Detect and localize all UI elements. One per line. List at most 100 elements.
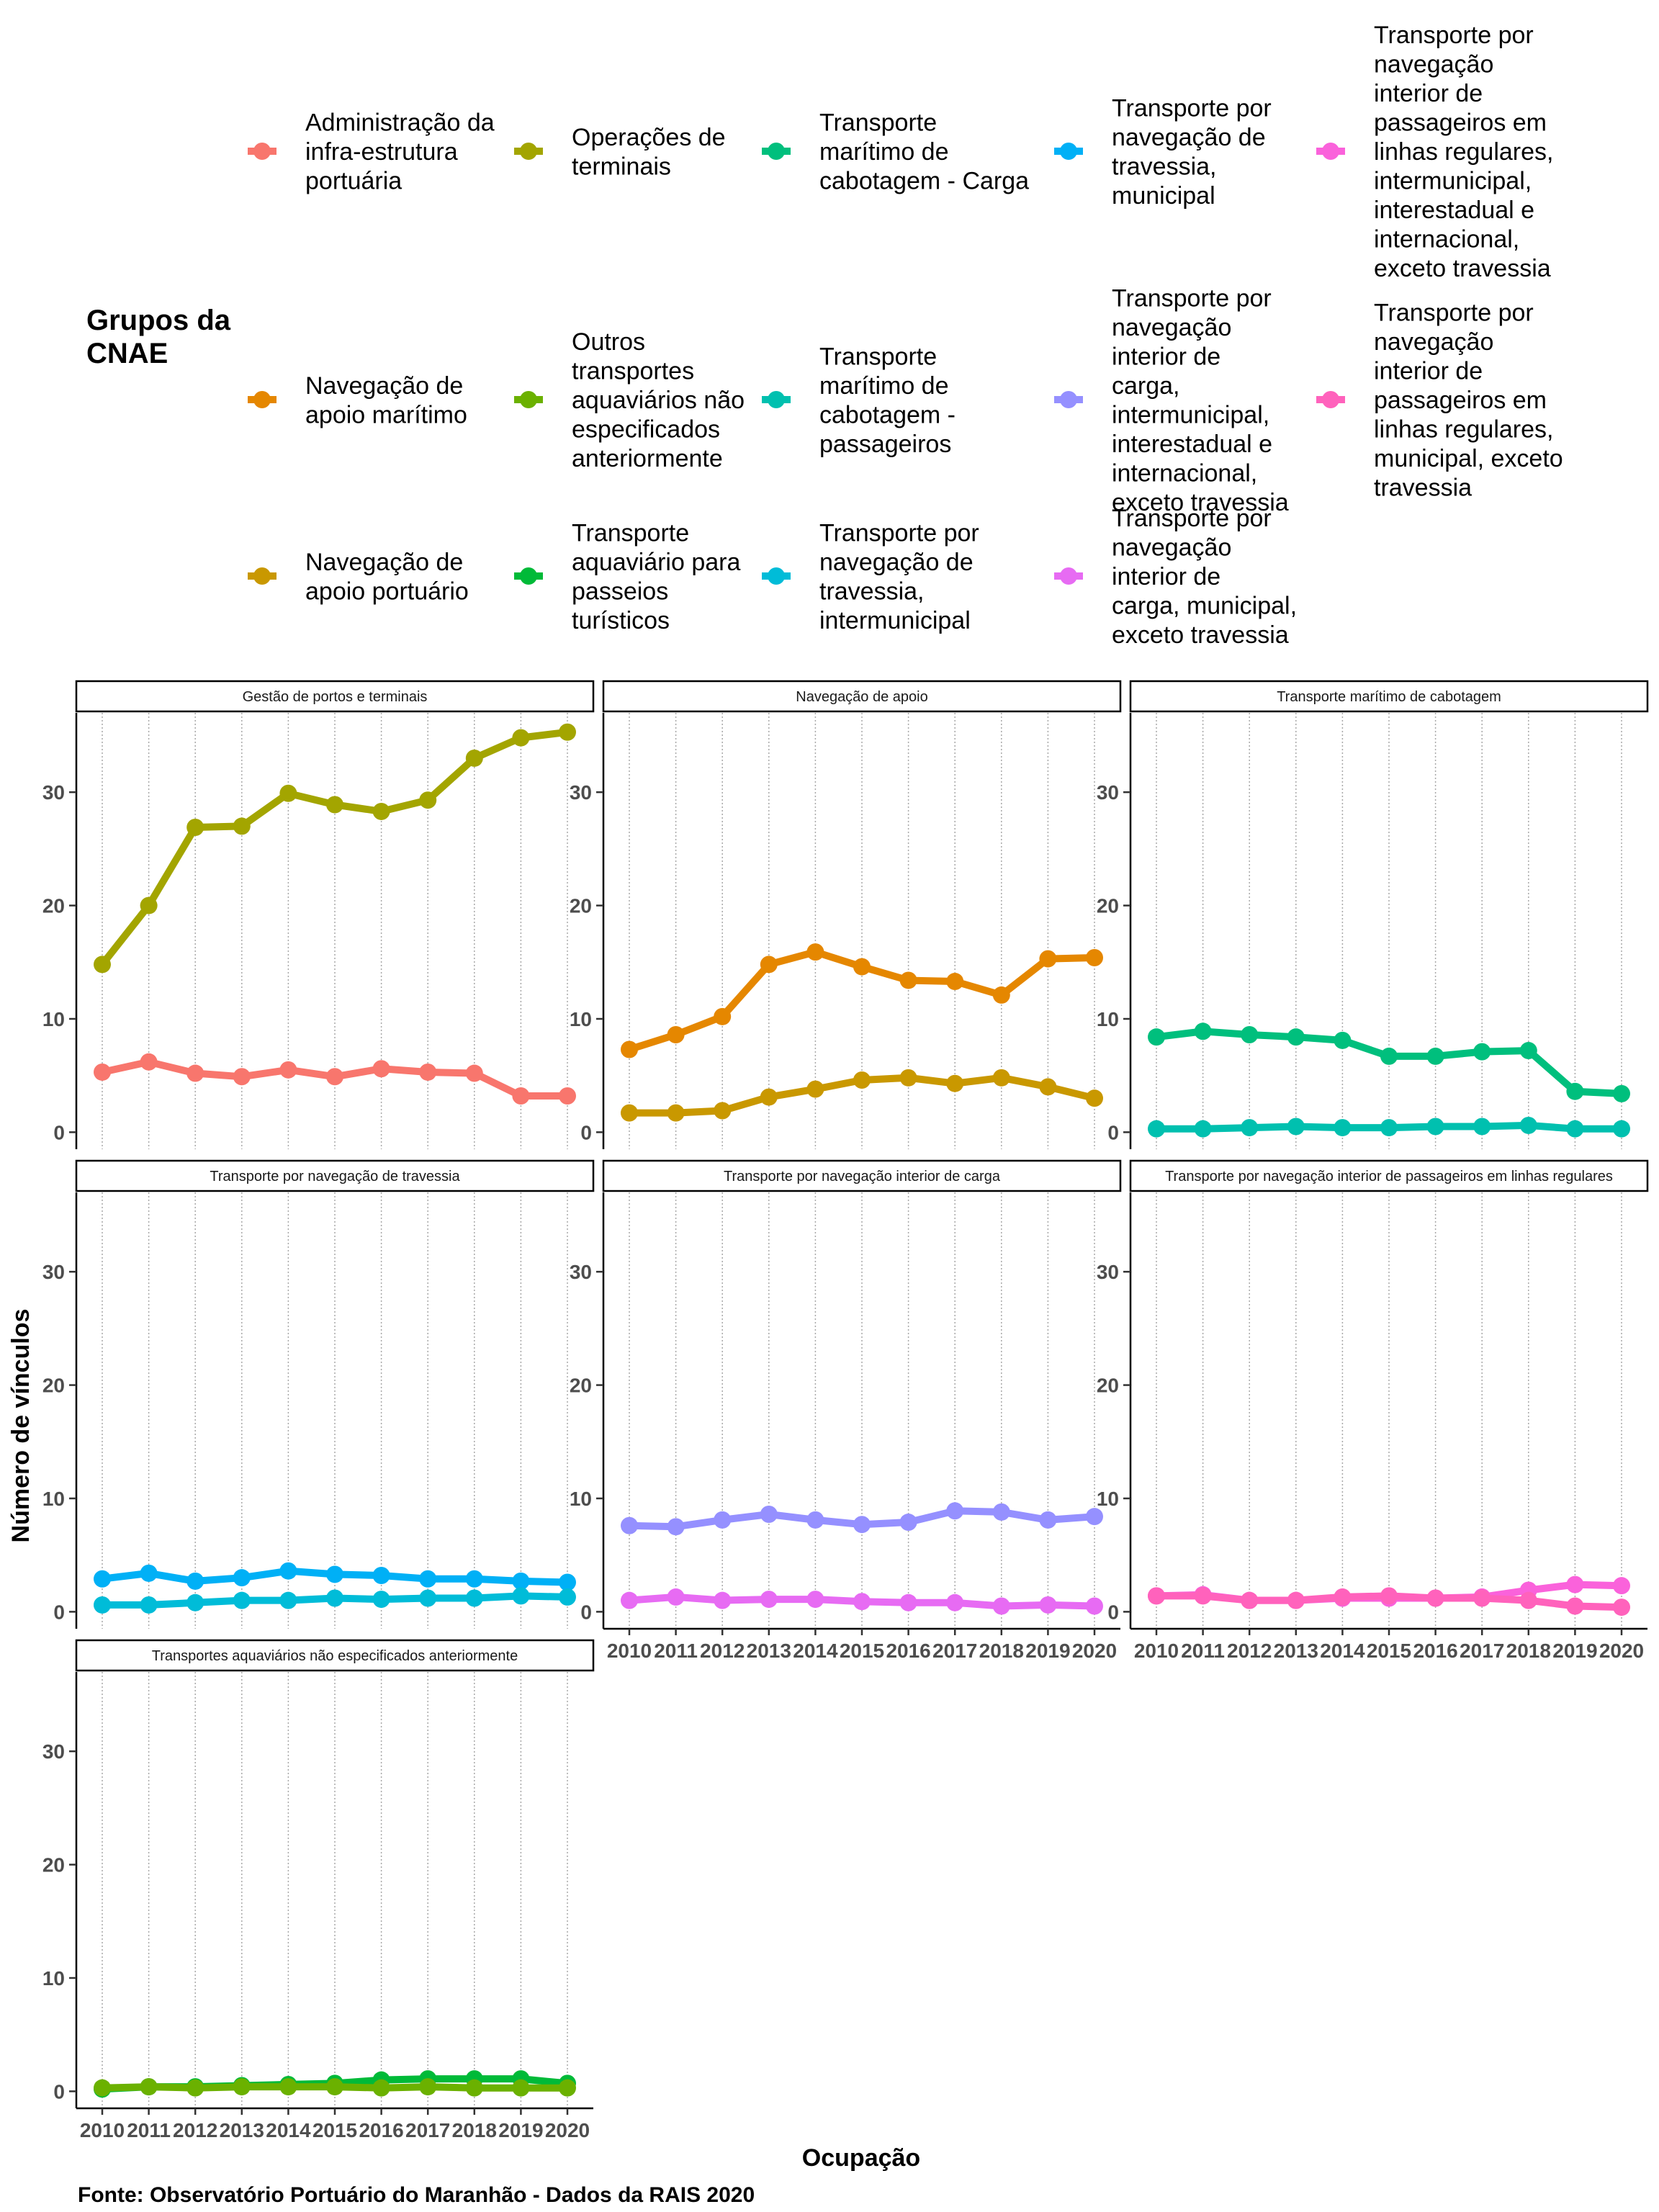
x-tick-label: 2020	[545, 2119, 590, 2141]
data-point	[946, 973, 964, 991]
data-point	[372, 1567, 390, 1585]
y-tick-label: 30	[570, 1261, 592, 1283]
data-point	[140, 1053, 158, 1071]
x-tick-label: 2019	[1552, 1640, 1597, 1662]
data-point	[1519, 1591, 1537, 1609]
data-point	[326, 1068, 343, 1086]
legend-key-point	[1060, 391, 1077, 408]
data-point	[372, 1591, 390, 1609]
data-point	[186, 2079, 204, 2097]
legend-key-point	[1060, 143, 1077, 160]
data-point	[372, 1060, 390, 1078]
data-point	[946, 1502, 964, 1520]
data-point	[419, 2078, 437, 2096]
data-point	[559, 2079, 576, 2097]
data-point	[714, 1102, 732, 1120]
legend-key-point	[768, 391, 785, 408]
data-point	[326, 2078, 343, 2096]
x-tick-label: 2014	[793, 1640, 838, 1662]
x-tick-label: 2020	[1599, 1640, 1644, 1662]
y-tick-label: 30	[570, 781, 592, 804]
data-point	[465, 2079, 483, 2097]
data-point	[946, 1593, 964, 1611]
y-tick-label: 0	[1107, 1601, 1119, 1623]
data-point	[1039, 950, 1057, 968]
x-tick-label: 2017	[1460, 1640, 1504, 1662]
data-point	[1241, 1026, 1259, 1044]
data-point	[279, 1061, 297, 1079]
data-point	[806, 1511, 824, 1529]
data-point	[760, 956, 778, 974]
data-point	[559, 1087, 576, 1105]
data-point	[853, 1516, 871, 1534]
data-point	[1194, 1120, 1212, 1138]
data-point	[1380, 1047, 1398, 1065]
data-point	[1473, 1589, 1491, 1607]
data-point	[760, 1088, 778, 1106]
panel-strip	[602, 680, 1122, 713]
data-point	[667, 1104, 685, 1122]
y-tick-label: 10	[1097, 1008, 1119, 1030]
y-tick-label: 30	[1097, 781, 1119, 804]
data-point	[512, 1087, 530, 1105]
data-point	[419, 1570, 437, 1588]
x-tick-label: 2013	[220, 2119, 264, 2141]
data-point	[1241, 1591, 1259, 1609]
y-tick-label: 30	[42, 1740, 65, 1763]
panel-strip	[75, 1639, 595, 1672]
legend-item-3: Navegação de apoio portuário	[248, 549, 469, 605]
legend-item-9: Transporte por navegação de travessia, inte…	[762, 519, 979, 634]
y-tick-label: 20	[42, 895, 65, 917]
data-point	[1380, 1119, 1398, 1137]
data-point	[559, 1573, 576, 1591]
y-tick-label: 10	[1097, 1488, 1119, 1510]
panel-strip	[602, 1159, 1122, 1192]
legend-item-1: Administração da infra-estrutura portuária	[248, 109, 495, 195]
data-point	[1426, 1047, 1444, 1065]
data-point	[1287, 1591, 1305, 1609]
data-point	[1039, 1596, 1057, 1614]
data-point	[186, 818, 204, 836]
legend-key-point	[253, 143, 271, 160]
y-tick-label: 0	[53, 1601, 65, 1623]
x-tick-label: 2012	[1227, 1640, 1272, 1662]
data-point	[714, 1511, 732, 1529]
data-point	[1426, 1118, 1444, 1136]
data-point	[992, 986, 1010, 1004]
data-point	[559, 1588, 576, 1606]
panel-7: Transportes aquaviários não especificado…	[42, 1639, 595, 2141]
data-point	[1334, 1588, 1352, 1606]
panel-title: Transporte por navegação interior de pas…	[1165, 1169, 1613, 1184]
x-tick-label: 2012	[173, 2119, 217, 2141]
x-tick-label: 2017	[405, 2119, 450, 2141]
data-point	[853, 958, 871, 976]
y-tick-label: 30	[42, 781, 65, 804]
y-tick-label: 20	[570, 895, 592, 917]
legend-item-12: Transporte por navegação interior de carga,…	[1054, 505, 1297, 649]
panel-strip	[1129, 680, 1649, 713]
data-point	[992, 1503, 1010, 1521]
data-point	[1613, 1577, 1630, 1595]
data-point	[853, 1071, 871, 1089]
data-point	[1473, 1043, 1491, 1061]
data-point	[279, 1562, 297, 1580]
data-point	[899, 1593, 917, 1611]
data-point	[1566, 1120, 1584, 1138]
legend-key-point	[768, 567, 785, 585]
x-tick-label: 2014	[1320, 1640, 1365, 1662]
data-point	[233, 1068, 251, 1086]
data-point	[853, 1593, 871, 1611]
data-point	[1519, 1116, 1537, 1134]
data-point	[326, 1589, 343, 1607]
series-1	[1148, 1022, 1630, 1102]
y-tick-label: 30	[42, 1261, 65, 1283]
data-point	[1566, 1082, 1584, 1100]
legend-item-14: Transporte por navegação interior de passag…	[1316, 300, 1563, 502]
data-point	[140, 2078, 158, 2096]
y-tick-label: 20	[42, 1854, 65, 1876]
data-point	[760, 1506, 778, 1524]
data-point	[1039, 1511, 1057, 1529]
series-2	[94, 1053, 576, 1105]
x-tick-label: 2018	[979, 1640, 1024, 1662]
x-tick-label: 2013	[1274, 1640, 1318, 1662]
